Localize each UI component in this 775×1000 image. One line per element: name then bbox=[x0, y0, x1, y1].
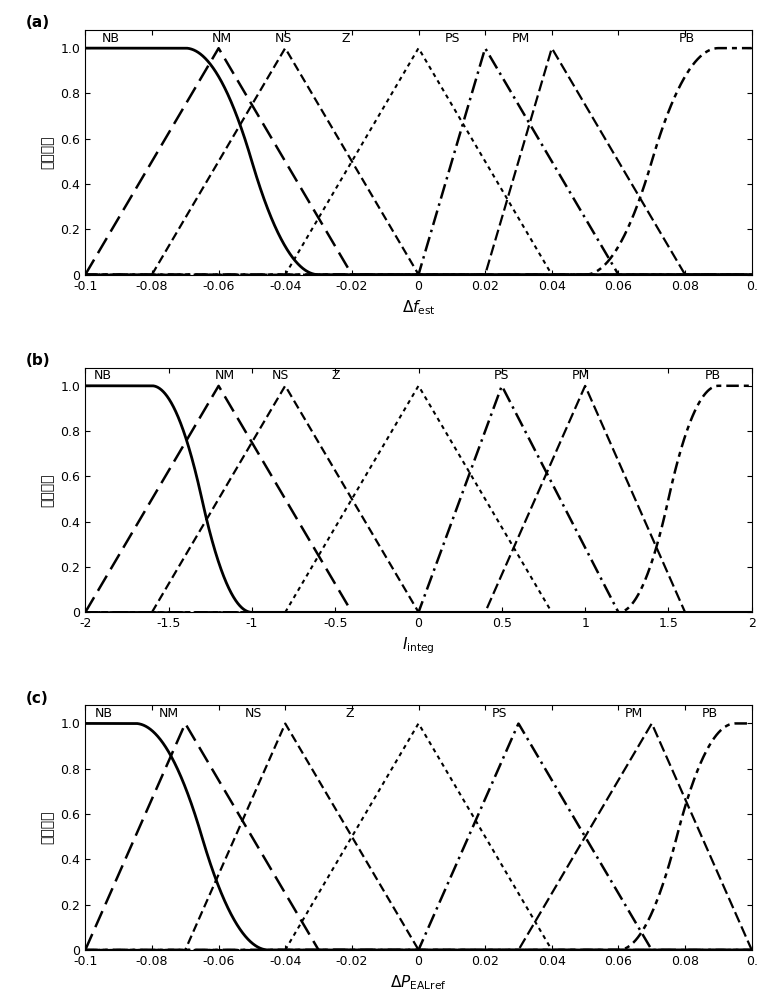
Text: PS: PS bbox=[494, 369, 509, 382]
Y-axis label: 随属程度: 随属程度 bbox=[41, 811, 55, 844]
Text: NB: NB bbox=[94, 369, 112, 382]
Text: (b): (b) bbox=[26, 353, 50, 368]
Text: PB: PB bbox=[702, 707, 718, 720]
Text: NB: NB bbox=[102, 32, 120, 45]
Text: (a): (a) bbox=[26, 15, 50, 30]
Text: NM: NM bbox=[212, 32, 232, 45]
Y-axis label: 随属程度: 随属程度 bbox=[41, 136, 55, 169]
X-axis label: $I_{\rm integ}$: $I_{\rm integ}$ bbox=[402, 636, 435, 656]
X-axis label: $\Delta P_{\rm EALref}$: $\Delta P_{\rm EALref}$ bbox=[391, 973, 446, 992]
Text: NB: NB bbox=[95, 707, 113, 720]
Text: PS: PS bbox=[492, 707, 508, 720]
Text: PB: PB bbox=[705, 369, 722, 382]
X-axis label: $\Delta f_{\rm est}$: $\Delta f_{\rm est}$ bbox=[401, 298, 436, 317]
Text: Z: Z bbox=[342, 32, 350, 45]
Text: Z: Z bbox=[332, 369, 340, 382]
Text: PM: PM bbox=[572, 369, 590, 382]
Text: NM: NM bbox=[215, 369, 236, 382]
Text: NS: NS bbox=[245, 707, 263, 720]
Text: NS: NS bbox=[275, 32, 293, 45]
Y-axis label: 随属程度: 随属程度 bbox=[41, 473, 55, 507]
Text: NM: NM bbox=[159, 707, 179, 720]
Text: PM: PM bbox=[512, 32, 530, 45]
Text: PS: PS bbox=[445, 32, 460, 45]
Text: Z: Z bbox=[345, 707, 353, 720]
Text: NS: NS bbox=[272, 369, 289, 382]
Text: PB: PB bbox=[678, 32, 694, 45]
Text: (c): (c) bbox=[26, 691, 48, 706]
Text: PM: PM bbox=[625, 707, 643, 720]
